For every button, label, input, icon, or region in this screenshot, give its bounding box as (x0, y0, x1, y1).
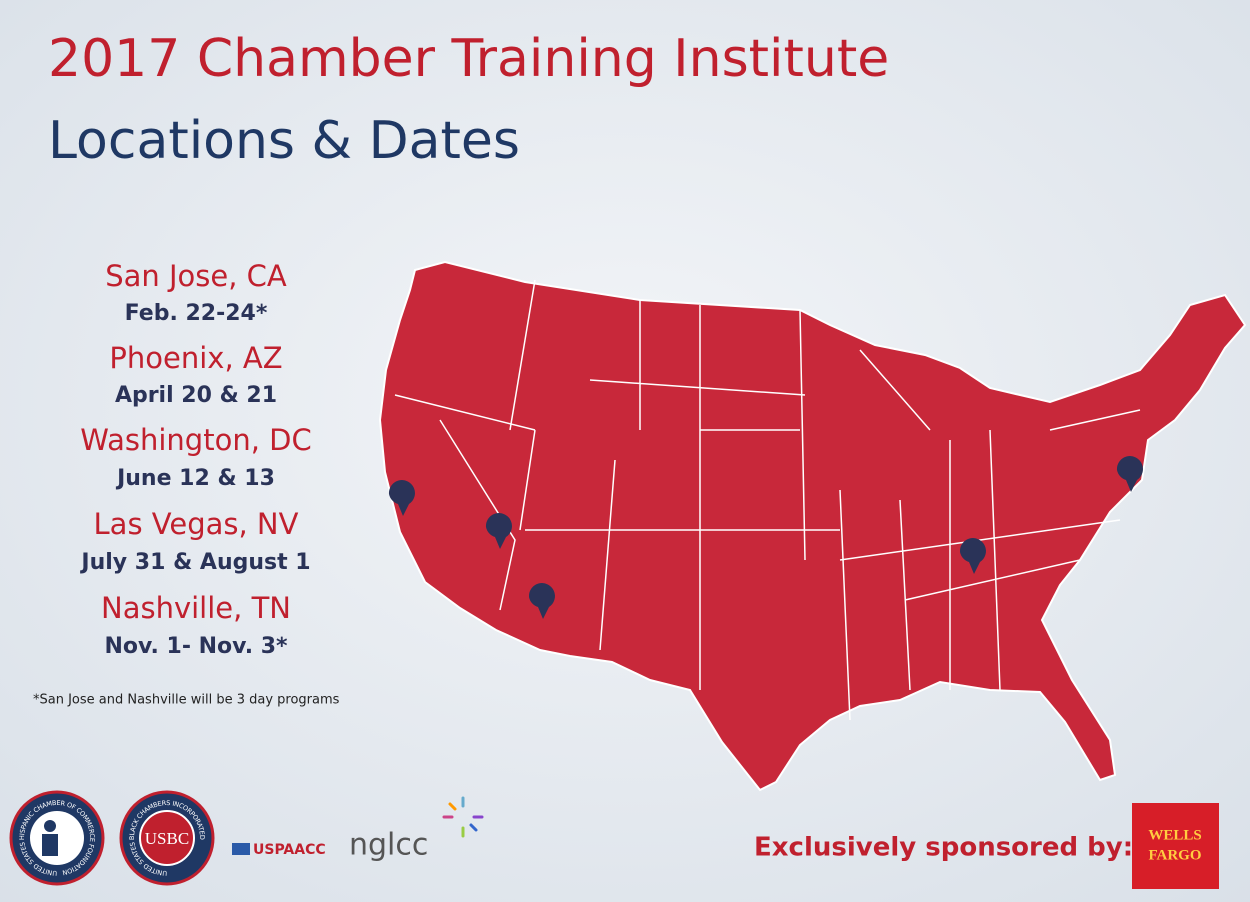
location-name: San Jose, CA (105, 259, 287, 293)
logo-wells-fargo: WELLS FARGO (1132, 803, 1219, 889)
logo-uspaacc: USPAACC (253, 842, 326, 858)
logo-usbc-label: USBC (145, 829, 189, 848)
logo-nglcc-burst (442, 796, 484, 838)
sponsor-text: Exclusively sponsored by: (754, 833, 1133, 863)
location-name: Washington, DC (80, 423, 311, 457)
sponsor-logo-line: WELLS (1148, 827, 1201, 843)
location-dates: April 20 & 21 (115, 383, 277, 408)
logo-hispanic: UNITED STATES HISPANIC CHAMBER OF COMMER… (9, 790, 105, 886)
us-map (378, 260, 1247, 792)
location-name: Phoenix, AZ (109, 341, 282, 375)
pin (959, 538, 986, 574)
title-line2: Locations & Dates (48, 111, 520, 171)
logo-nglcc: nglcc (349, 828, 428, 863)
location-dates: Nov. 1- Nov. 3* (104, 634, 288, 659)
pin (528, 583, 555, 619)
location-dates: Feb. 22-24* (125, 301, 268, 326)
pin (388, 480, 415, 516)
location-name: Nashville, TN (101, 591, 291, 625)
location-dates: July 31 & August 1 (79, 550, 310, 575)
logo-usbc: USBC UNITED STATES BLACK CHAMBERS INCORP… (119, 790, 215, 886)
location-dates: June 12 & 13 (115, 466, 275, 491)
title-line1: 2017 Chamber Training Institute (48, 29, 889, 89)
pin (485, 513, 512, 549)
location-name: Las Vegas, NV (94, 507, 299, 541)
location-list: San Jose, CA Feb. 22-24* Phoenix, AZ Apr… (79, 259, 311, 659)
map-pins (388, 456, 1143, 619)
footnote: *San Jose and Nashville will be 3 day pr… (33, 693, 340, 708)
sponsor-logo-line: FARGO (1148, 847, 1201, 863)
pin (1116, 456, 1143, 492)
logo-flag (232, 843, 250, 855)
